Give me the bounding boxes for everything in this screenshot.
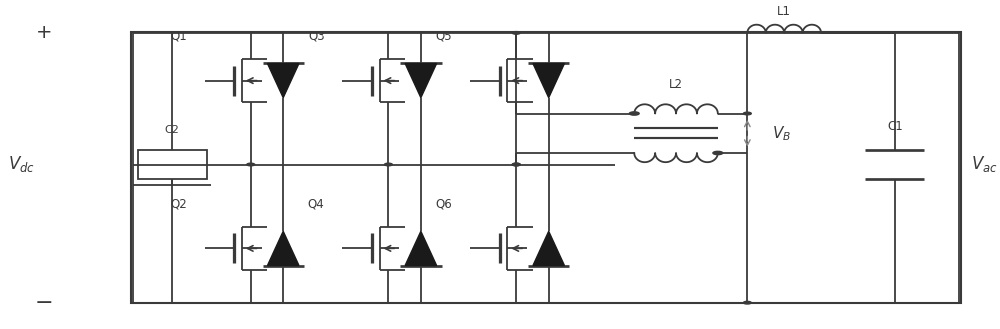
Polygon shape xyxy=(533,231,564,266)
Text: $V_B$: $V_B$ xyxy=(772,124,791,142)
Circle shape xyxy=(743,301,751,304)
Circle shape xyxy=(384,163,392,166)
Circle shape xyxy=(512,163,520,166)
Text: $V_{dc}$: $V_{dc}$ xyxy=(8,155,35,174)
Bar xyxy=(138,150,207,179)
Circle shape xyxy=(743,112,751,115)
Circle shape xyxy=(629,112,639,115)
Polygon shape xyxy=(267,231,299,266)
Circle shape xyxy=(247,163,255,166)
Circle shape xyxy=(512,32,520,34)
Bar xyxy=(131,32,961,303)
Text: $V_{ac}$: $V_{ac}$ xyxy=(971,155,997,174)
Polygon shape xyxy=(405,63,437,98)
Polygon shape xyxy=(533,63,564,98)
Text: −: − xyxy=(35,293,54,313)
Polygon shape xyxy=(405,231,437,266)
Text: Q6: Q6 xyxy=(436,197,452,211)
Text: Q4: Q4 xyxy=(308,197,325,211)
Text: Q2: Q2 xyxy=(170,197,187,211)
Circle shape xyxy=(512,163,520,166)
Text: L1: L1 xyxy=(777,5,791,18)
Circle shape xyxy=(713,151,723,155)
Text: C1: C1 xyxy=(887,120,903,133)
Text: Q5: Q5 xyxy=(436,30,452,43)
Text: +: + xyxy=(36,23,53,42)
Text: L2: L2 xyxy=(669,78,683,91)
Text: Q3: Q3 xyxy=(308,30,325,43)
Polygon shape xyxy=(267,63,299,98)
Text: C2: C2 xyxy=(165,125,180,135)
Text: Q1: Q1 xyxy=(170,30,187,43)
